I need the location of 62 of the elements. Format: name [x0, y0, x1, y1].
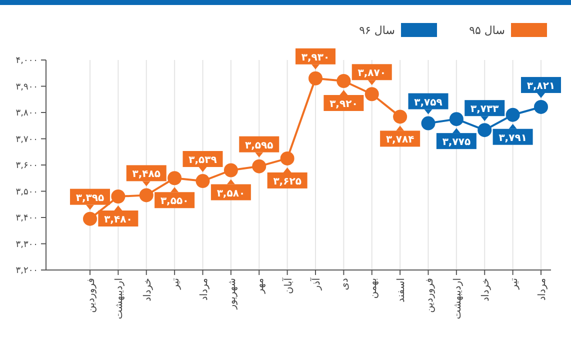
x-tick-label: شهریور — [226, 278, 238, 310]
y-tick-label: ۳,۴۰۰ — [16, 214, 38, 224]
point — [196, 174, 210, 188]
point — [534, 100, 548, 114]
x-tick-label: فروردین — [424, 278, 436, 313]
data-label: ۳,۷۷۵ — [442, 137, 471, 148]
legend-label: سال ۹۵ — [469, 24, 505, 37]
x-tick-label: تیر — [170, 278, 182, 290]
x-tick-label: دی — [340, 278, 351, 290]
data-label: ۳,۵۵۰ — [160, 196, 189, 208]
point — [111, 190, 126, 204]
point — [252, 159, 266, 174]
x-tick-label: اسفند — [396, 278, 408, 302]
data-label: ۳,۹۳۰ — [301, 52, 330, 64]
point — [478, 123, 492, 138]
point — [308, 71, 322, 86]
data-label: ۳,۷۳۳ — [470, 104, 499, 116]
data-label: ۳,۵۳۹ — [188, 155, 217, 166]
x-tick-label: اردیبهشت — [452, 278, 464, 320]
data-label: ۳,۵۹۵ — [245, 140, 274, 152]
x-tick-label: اردیبهشت — [114, 278, 126, 320]
x-tick-label: آذر — [310, 276, 322, 292]
data-label: ۳,۵۸۰ — [216, 188, 246, 200]
data-label: ۳,۷۸۴ — [386, 134, 414, 146]
x-tick-label: بهمن — [368, 278, 379, 299]
x-tick-label: تیر — [508, 278, 520, 290]
data-label: ۳,۹۲۰ — [330, 99, 358, 110]
point — [364, 87, 379, 102]
x-tick-label: خرداد — [142, 278, 154, 302]
data-label: ۳,۴۸۰ — [104, 214, 132, 226]
y-tick-label: ۳,۳۰۰ — [16, 240, 38, 250]
data-label: ۳,۸۲۱ — [526, 80, 556, 92]
data-label: ۳,۴۸۵ — [132, 169, 160, 180]
point — [393, 110, 408, 124]
point — [449, 112, 464, 126]
point — [336, 74, 351, 88]
y-tick-label: ۳,۵۰۰ — [16, 187, 38, 198]
point — [280, 151, 294, 166]
data-label: ۳,۷۵۹ — [414, 97, 442, 108]
x-tick-label: مهر — [255, 278, 266, 294]
x-tick-label: مرداد — [537, 278, 548, 301]
data-label: ۳,۸۷۰ — [358, 68, 386, 80]
legend-label: سال ۹۶ — [359, 24, 395, 37]
y-tick-label: ۳,۹۰۰ — [16, 82, 38, 92]
point — [224, 163, 238, 178]
point — [506, 108, 520, 122]
point — [168, 171, 182, 186]
data-label: ۳,۷۹۱ — [498, 132, 527, 144]
point — [83, 212, 97, 226]
data-label: ۳,۶۲۵ — [273, 176, 302, 188]
data-label: ۳,۳۹۵ — [76, 192, 104, 204]
y-tick-label: ۳,۲۰۰ — [16, 266, 38, 276]
y-tick-label: ۳,۸۰۰ — [16, 108, 38, 118]
x-tick-label: فروردین — [86, 278, 97, 313]
y-tick-label: ۳,۷۰۰ — [16, 134, 38, 145]
point — [421, 116, 436, 130]
y-tick-label: ۳,۶۰۰ — [16, 161, 38, 171]
x-tick-label: خرداد — [480, 278, 492, 302]
x-tick-label: مرداد — [198, 278, 210, 301]
x-tick-label: آبان — [281, 276, 294, 294]
y-tick-label: ۴,۰۰۰ — [16, 56, 38, 66]
point — [139, 188, 154, 202]
